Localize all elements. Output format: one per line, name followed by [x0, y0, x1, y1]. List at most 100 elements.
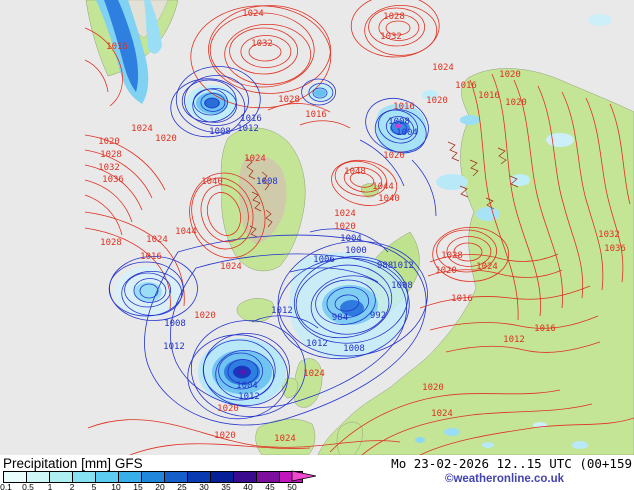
- map-contour-shape: [265, 209, 273, 228]
- isobar-ring: [365, 97, 429, 153]
- map-contour-shape: [469, 159, 479, 177]
- legend-colorbar: [3, 471, 303, 483]
- pressure-label: 1020: [435, 266, 457, 276]
- legend-right: Mo 23-02-2026 12..15 UTC (00+159 ©weathe…: [391, 456, 632, 485]
- precip-low-top-core: [314, 89, 326, 97]
- pressure-label: 1044: [175, 227, 197, 237]
- map-contour-shape: [299, 120, 351, 129]
- pressure-label: 1016: [534, 324, 556, 334]
- pressure-label: 1020: [217, 404, 239, 414]
- high-pressure-rings-topright: [350, 0, 440, 58]
- pressure-label: 1008: [164, 319, 186, 329]
- pressure-label: 1004: [396, 128, 418, 138]
- pressure-label: 1008: [256, 177, 278, 187]
- pressure-label: 1024: [146, 235, 168, 245]
- map-contour-shape: [469, 79, 519, 321]
- isobar-ring: [109, 256, 198, 321]
- isobar-ring: [326, 286, 370, 318]
- precip-low-nw-core: [204, 98, 220, 108]
- map-contour-shape: [609, 103, 631, 205]
- map-contour-shape: [84, 227, 171, 311]
- isobar-ring: [215, 349, 275, 399]
- pressure-label: 1020: [499, 70, 521, 80]
- pressure-label: 1024: [242, 9, 264, 19]
- legend-arrow: [291, 470, 317, 482]
- pressure-label: 1012: [163, 342, 185, 352]
- legend-tick: 15: [133, 482, 143, 490]
- pressure-label: 1016: [106, 42, 128, 52]
- isobar-ring: [229, 27, 299, 75]
- pressure-label: 1008: [343, 344, 365, 354]
- low-pressure-rings-ne: [365, 97, 429, 154]
- precip-patch-12: [415, 437, 425, 443]
- isobar-ring: [378, 109, 419, 144]
- pressure-label: 1040: [201, 177, 223, 187]
- pressure-label: 1028: [278, 95, 300, 105]
- legend-tick: 40: [243, 482, 253, 490]
- isobar-ring: [190, 320, 306, 417]
- land-iceland: [236, 298, 275, 323]
- isobar-ring: [446, 236, 492, 267]
- pressure-label: 992: [370, 311, 386, 321]
- map-contour-shape: [245, 157, 256, 180]
- isobar-ring: [334, 294, 360, 312]
- legend-tick: 30: [199, 482, 209, 490]
- pressure-label: 1008: [209, 127, 231, 137]
- legend-tick: 35: [221, 482, 231, 490]
- isobar-ring: [310, 275, 390, 335]
- pressure-label: 1012: [238, 392, 260, 402]
- pressure-label: 1016: [305, 110, 327, 120]
- legend-color-cell: [257, 472, 280, 482]
- pressure-label: 1020: [505, 98, 527, 108]
- isobar-ring: [203, 333, 290, 406]
- pressure-label: 1016: [393, 102, 415, 112]
- legend-color-cell: [96, 472, 119, 482]
- isobar-ring: [204, 97, 220, 109]
- pressure-label: 1024: [131, 124, 153, 134]
- legend-color-cell: [50, 472, 73, 482]
- map-contour-shape: [537, 85, 584, 299]
- high-pressure-rings-greenland: [189, 172, 266, 259]
- map-contour-shape: [249, 225, 258, 238]
- isobar-ring: [350, 0, 440, 58]
- map-contour-shape: [459, 185, 469, 198]
- legend-color-cell: [142, 472, 165, 482]
- pressure-label: 1012: [271, 306, 293, 316]
- precip-patch-4: [546, 133, 574, 147]
- legend-tick: 0.1: [0, 482, 12, 490]
- pressure-label: 1020: [194, 311, 216, 321]
- isobar-ring: [187, 334, 289, 420]
- pressure-label: 1012: [503, 335, 525, 345]
- pressure-label: 1004: [340, 234, 362, 244]
- pressure-label: 1020: [383, 151, 405, 161]
- isobar-ring: [206, 192, 242, 236]
- isobar-ring: [218, 352, 264, 390]
- legend-tick: 45: [265, 482, 275, 490]
- pressure-label: 1020: [334, 222, 356, 232]
- pressure-label: 1024: [220, 262, 242, 272]
- pressure-label: 1016: [478, 91, 500, 101]
- precip-patch-3: [510, 174, 530, 186]
- high-pressure-rings-east: [432, 226, 510, 282]
- greenland-interior: [238, 155, 287, 244]
- pressure-label: 1012: [392, 261, 414, 271]
- isobar-ring: [248, 42, 282, 62]
- isobar-ring: [334, 160, 387, 197]
- isobar-ring: [233, 365, 251, 379]
- high-pressure-rings-center: [331, 159, 398, 206]
- low-pressure-rings-top: [301, 78, 337, 106]
- map-contour-shape: [411, 159, 437, 217]
- copyright-label: ©weatheronline.co.uk: [444, 473, 564, 485]
- pressure-label: 1028: [441, 251, 463, 261]
- map-contour-shape: [251, 315, 319, 329]
- isobar-ring: [190, 5, 332, 109]
- precip-low-ne-core: [395, 124, 401, 128]
- pressure-label: 1032: [380, 32, 402, 42]
- pressure-label: 1020: [214, 431, 236, 441]
- low-pressure-rings-center: [277, 240, 428, 360]
- isobar-ring: [189, 172, 266, 259]
- legend-bar: Precipitation [mm] GFS 0.1 0.5 1 2 5 10 15 20 25…: [0, 455, 634, 490]
- precip-patch-7: [422, 90, 438, 100]
- pressure-label: 1004: [236, 381, 258, 391]
